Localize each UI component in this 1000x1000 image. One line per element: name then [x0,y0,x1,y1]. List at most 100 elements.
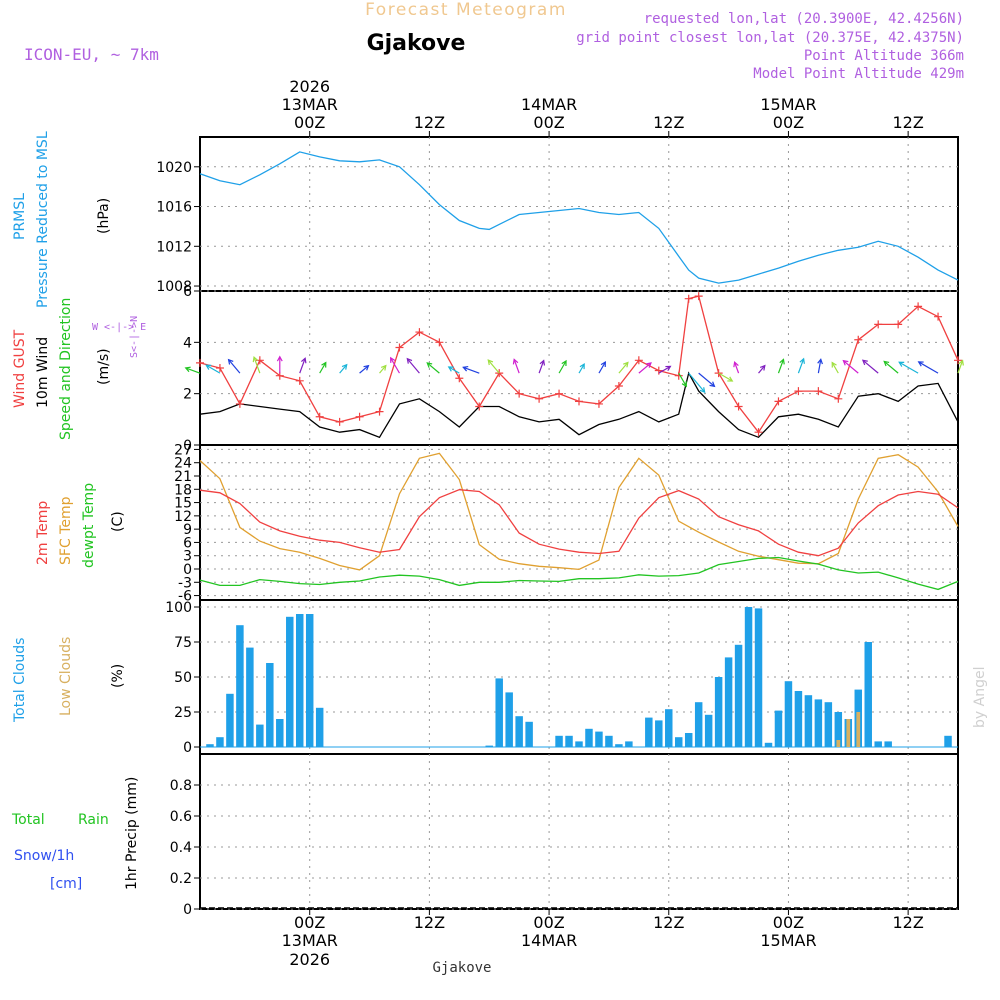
wind-arrow-head [390,356,396,363]
low-cloud-bar [846,719,851,747]
wind-direction-arrow [898,361,919,374]
wind-direction-arrow [862,359,879,374]
wind-arrow-head [831,361,837,368]
gust-point [634,356,643,365]
total-cloud-bar [256,724,264,748]
total-cloud-bar [305,614,314,748]
total-cloud-bar [515,716,523,748]
wind-arrow-head [252,355,259,363]
total-cloud-bar [216,737,224,748]
total-cloud-bar [315,707,324,748]
wind-ytick-label: 0 [183,438,192,454]
total-cloud-bar [236,625,244,748]
wind-arrow-head [380,364,387,371]
wind-arrow-head [426,362,433,368]
gust-point [355,412,364,421]
wind-arrow-head [917,361,924,367]
total-cloud-bar [714,677,723,748]
total-clouds-label: Total Clouds [12,638,28,723]
wind-arrow-head [733,361,739,368]
wind-arrow-head [681,381,687,388]
pressure-reduced-label: Pressure Reduced to MSL [35,131,51,308]
bottom-axis-hour: 00Z [294,913,325,932]
top-axis-year: 2026 [289,77,330,96]
pressure-ytick-label: 1012 [156,239,192,255]
wind-10m-label: 10m Wind [35,337,51,408]
gust-point [794,387,803,396]
total-cloud-bar [276,719,284,748]
wind-arrow-head [447,366,454,372]
gust-point [734,402,743,411]
total-cloud-bar [266,663,274,748]
wind-arrow-head [579,363,585,370]
total-cloud-bar [655,720,663,748]
wind-unit: (m/s) [96,348,112,385]
pressure-unit: (hPa) [96,198,112,234]
total-cloud-bar [645,717,653,748]
total-cloud-bar [754,608,763,748]
wind-direction-arrow [359,365,369,374]
precip-labels: Total Rain Snow/1h [cm] 1hr Precip (mm) [11,777,140,892]
top-axis-date: 15MAR [760,95,816,114]
temp-ytick-label: -6 [178,589,192,605]
wind-direction-arrow [185,367,201,374]
total-cloud-bar [505,692,513,748]
wind-direction-arrow [390,357,400,374]
gust-point [535,394,544,403]
precip-axis-label: 1hr Precip (mm) [124,777,140,890]
wind-direction-arrow [228,359,241,374]
cloud-labels: Total Clouds Low Clouds (%) [12,637,126,723]
wind-direction-arrow [598,361,606,374]
gust-point [874,320,883,329]
gust-point [894,320,903,329]
wind-ytick-label: 4 [183,335,192,351]
pressure-ytick-label: 1016 [156,200,192,216]
wind-arrow-head [276,355,283,362]
model-altitude: Model Point Altitude 429m [753,66,964,82]
total-cloud-bar [784,681,793,748]
total-cloud-bar [874,741,882,748]
total-cloud-bar [495,678,503,748]
top-axis-hour: 00Z [533,113,564,132]
prmsl-label: PRMSL [12,193,28,240]
gust-point [435,338,444,347]
total-cloud-bar [525,721,533,748]
bottom-axis-hour: 12Z [892,913,923,932]
t2m-label: 2m Temp [35,501,51,565]
temp-ytick-label: 18 [174,482,192,498]
gust-point [934,312,943,321]
total-cloud-bar [295,614,304,748]
wind-direction-arrow [817,359,822,374]
gust-point [754,428,763,437]
gust-point [684,294,693,303]
wind-arrow-head [184,366,191,373]
wind-direction-arrow [379,365,387,374]
snow-label: Snow/1h [14,848,74,864]
wind-arrow-head [512,358,519,365]
top-axis-date: 13MAR [282,95,338,114]
pressure-labels: PRMSL Pressure Reduced to MSL (hPa) [12,131,112,308]
total-cloud-bar [665,709,673,748]
total-cloud-bar [884,741,892,748]
total-cloud-bar [605,735,613,748]
gust-point [614,381,623,390]
total-cloud-bar [674,737,683,748]
temp-ytick-label: 21 [174,469,192,485]
clouds-ytick-label: 0 [183,740,192,756]
total-cloud-bar [804,695,813,748]
total-cloud-bar [585,728,593,748]
wind-direction-arrow [734,362,740,374]
wind-direction-arrow [883,360,899,374]
total-cloud-bar [764,742,773,748]
gust-point [834,394,843,403]
wind-arrow-head [363,364,370,371]
wind-direction-arrow [718,372,733,382]
total-cloud-bar [615,744,623,748]
gust-point [774,397,783,406]
temp-frame [199,444,959,601]
temp-ytick-label: 15 [174,496,192,512]
pressure-ytick-label: 1020 [156,160,192,176]
model-label: ICON-EU, ~ 7km [24,45,159,64]
total-cloud-bar [485,745,493,748]
